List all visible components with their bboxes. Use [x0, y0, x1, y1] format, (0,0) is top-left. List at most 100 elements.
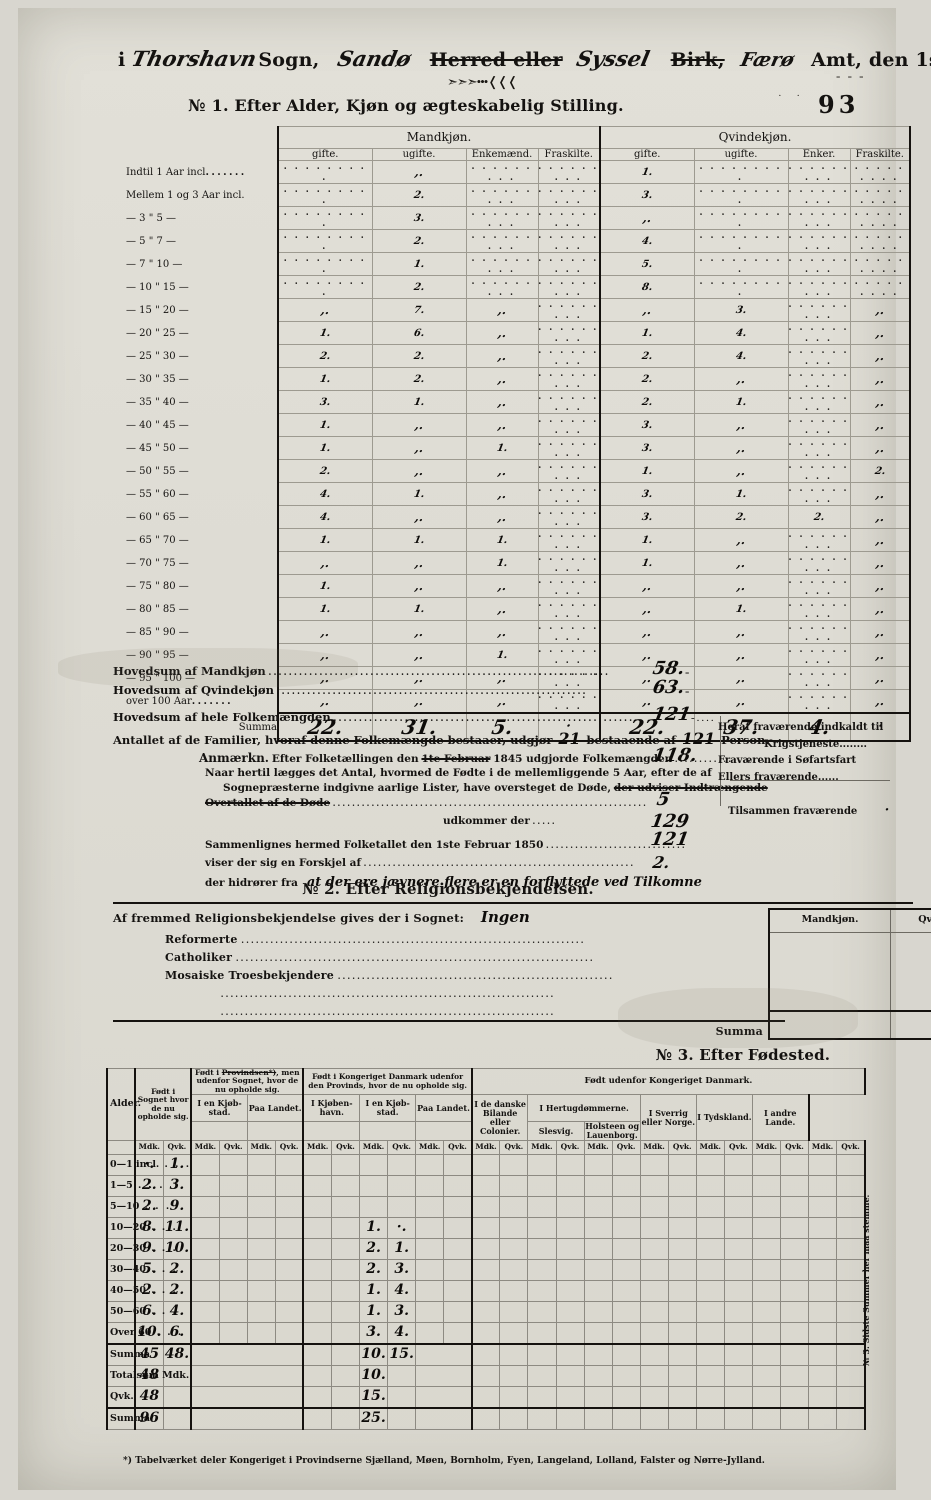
table1-cell-value: ,.	[874, 486, 886, 501]
table3-cell	[274, 1238, 304, 1261]
table1-dotfill: . . . . . . . . .	[538, 460, 599, 483]
table3-cell	[302, 1175, 333, 1198]
anmaerkn-struck: 1te Februar	[421, 753, 491, 765]
table1-cell: . . . . . . . . .	[537, 459, 601, 484]
table1-dotfill: . . . . . . . . .	[699, 276, 783, 299]
table3-cell	[527, 1301, 557, 1324]
table1-col-header: Fraskilte.	[849, 148, 912, 162]
table1-dotfill: . . . . . . . . .	[538, 552, 599, 575]
table3-mk-qk-row: Mdk. Qvk. Mdk. Qvk. Mdk. Qvk. Mdk. Qvk. Mdk. Qvk.…	[105, 1140, 867, 1156]
table1-dotfill: . . . . . . . . .	[699, 207, 783, 230]
leader-dots: ........................................…	[236, 953, 595, 963]
table3-cell	[583, 1154, 613, 1177]
table1-cell: 4.	[599, 229, 695, 254]
table1-cell: 2.	[849, 459, 912, 484]
families-label-a: Antallet af de Familier, hvoraf denne Fo…	[113, 733, 553, 747]
table3-qvk-header: Qvk.	[667, 1140, 697, 1156]
table1-row-label: over 100 Aar.......	[126, 695, 233, 707]
table1-cell: 2.	[371, 229, 467, 254]
table1-cell: ,.	[693, 620, 789, 645]
parish-handwritten: Thorshavn	[129, 46, 259, 71]
table1-cell-value: 2.	[734, 511, 748, 523]
table3-cell	[190, 1217, 220, 1240]
group-header-women: Qvindekjøn.	[598, 125, 912, 150]
table3-cell	[611, 1196, 641, 1219]
table1-cell: 1.	[277, 321, 373, 346]
table3-cell	[527, 1322, 557, 1345]
table3-cell	[218, 1301, 248, 1324]
table3-row-label: 20—30 . . .	[105, 1238, 176, 1261]
table3-total-cell	[836, 1386, 867, 1409]
table3-total-cell	[555, 1407, 585, 1431]
table3-total-cell: 48	[134, 1386, 164, 1409]
table1-cell-value: 1.	[412, 258, 426, 270]
table3-cell	[611, 1154, 641, 1177]
table3-cell	[415, 1196, 445, 1219]
table3-cell-value: 9.	[142, 1240, 157, 1257]
table3-total-cell	[555, 1386, 585, 1409]
table1-cell: ,.	[465, 413, 539, 438]
table3-cell	[246, 1259, 276, 1282]
table3-total-cell: 48	[134, 1365, 164, 1388]
table3-row: 10—20 . . . 8. 11. 1. ·.	[105, 1217, 867, 1240]
table3-total-cell	[695, 1407, 725, 1431]
table3-cell	[330, 1196, 361, 1219]
table3-spacer	[190, 1121, 248, 1142]
table3-row-label: 5—10 . . .	[105, 1196, 169, 1219]
table1-cell: . . . . . . . . .	[277, 160, 373, 185]
table3-cell-value: 2.	[142, 1177, 157, 1194]
table1-cell-value: 2.	[319, 350, 332, 362]
table3-total-cell: 45	[134, 1343, 164, 1367]
table3-cell: 3.	[162, 1175, 192, 1198]
table3-mdk-header: Mdk.	[639, 1140, 669, 1156]
right-notes-rule	[730, 780, 890, 781]
table3-row: Over 60 . . . 10. 6. 3. 4.	[105, 1322, 867, 1345]
table3-cell	[246, 1217, 276, 1240]
table1-cell-value: 1.	[412, 603, 426, 615]
table3-cell	[190, 1322, 220, 1345]
table3-cell	[723, 1175, 753, 1198]
table1-cell-value: ,.	[735, 578, 747, 593]
table1-cell: ,.	[849, 620, 912, 645]
table1-dotfill: . . . . . . . . .	[471, 276, 533, 299]
table2-row-mosaiske: Mosaiske Troesbekjendere ...............…	[113, 966, 763, 984]
table1-cell: ,.	[465, 459, 539, 484]
table3-cell	[695, 1322, 725, 1345]
table1-cell: . . . . . . . . .	[537, 344, 601, 369]
table3-total-cell	[667, 1407, 697, 1431]
table3-row-label: 50—60 . . .	[105, 1301, 176, 1324]
table1-cell: . . . . . . . . .	[787, 620, 851, 645]
table3-cell	[611, 1259, 641, 1282]
table3-cell	[667, 1322, 697, 1345]
table1-cell: 8.	[599, 275, 695, 300]
sum-men-dash: -	[685, 664, 690, 679]
table1-dotfill: . . . . . . . . .	[538, 161, 599, 184]
table3-cell	[302, 1301, 333, 1324]
table3-total-value: 45	[139, 1346, 160, 1363]
table1-cell: ,.	[599, 620, 695, 645]
table1-row-label: — 20 " 25 —	[126, 327, 189, 339]
table1-cell: . . . . . . . . .	[465, 275, 539, 300]
table3-sub-paalandet2: Paa Landet.	[415, 1094, 473, 1123]
table3-cell	[499, 1154, 529, 1177]
table3-total-cell	[583, 1407, 613, 1431]
table3-cell	[555, 1301, 585, 1324]
table1-row-label: — 50 " 55 —	[126, 465, 189, 477]
table3-birthplace: Alder. Født i Sognet hvor de nu opholde s…	[105, 1067, 867, 1431]
sum-total-value: 121	[651, 704, 693, 725]
table1-cell: . . . . . . . . .	[537, 413, 601, 438]
table1-cell: ,.	[465, 367, 539, 392]
note-line-1: Heraf fraværende indkaldt til	[718, 722, 884, 733]
table3-cell	[274, 1259, 304, 1282]
table1-cell: ,.	[693, 551, 789, 576]
table1-cell-value: 2.	[412, 373, 426, 385]
anmaerkn-line1: Anmærkn. Efter Folketællingen den 1te Fe…	[113, 745, 913, 767]
table3-total-cell: 10.	[359, 1365, 389, 1388]
table1-cell: 2.	[277, 344, 373, 369]
table3-row-label: Over 60 . . .	[105, 1322, 181, 1345]
table1-cell-value: ,.	[319, 555, 331, 570]
table3-total-cell	[808, 1365, 838, 1388]
table3-total-cell: 15.	[387, 1343, 417, 1367]
table2-row-catholiker: Catholiker .............................…	[113, 948, 763, 966]
leader-dots: ........................................…	[268, 667, 611, 678]
